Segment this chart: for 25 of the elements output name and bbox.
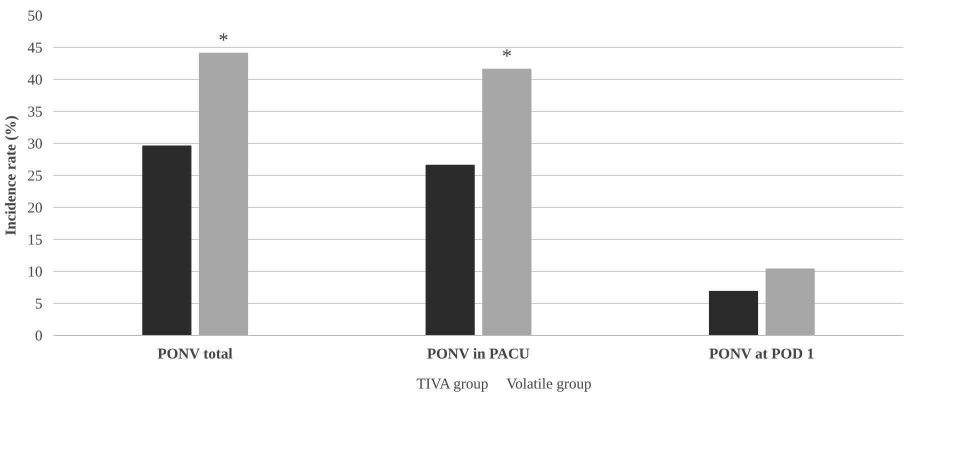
bar [198,52,248,336]
y-tick-label: 25 [28,168,42,184]
y-tick-label: 20 [28,200,42,216]
x-tick-label: PONV at POD 1 [709,346,814,362]
annotation: * [218,29,228,52]
y-tick-label: 30 [28,136,42,152]
y-tick-label: 10 [28,264,42,280]
y-tick-label: 5 [35,296,42,312]
x-tick-label: PONV total [157,346,233,362]
y-tick-label: 40 [28,72,42,88]
bar [482,68,532,336]
y-tick-label: 0 [35,328,42,344]
y-tick-label: 35 [28,104,42,120]
annotation: * [502,45,512,68]
bar [142,146,192,336]
y-tick-label: 15 [28,232,42,248]
text: Volatile group [506,376,592,394]
y-axis-title: Incidence rate (%) [4,116,20,236]
x-tick-label: PONV in PACU [426,346,530,362]
bar [708,290,758,336]
y-tick-label: 50 [28,8,42,24]
y-tick-label: 45 [28,40,42,56]
bar [426,164,475,336]
text: TIVA group [416,376,488,394]
bar [766,268,815,336]
